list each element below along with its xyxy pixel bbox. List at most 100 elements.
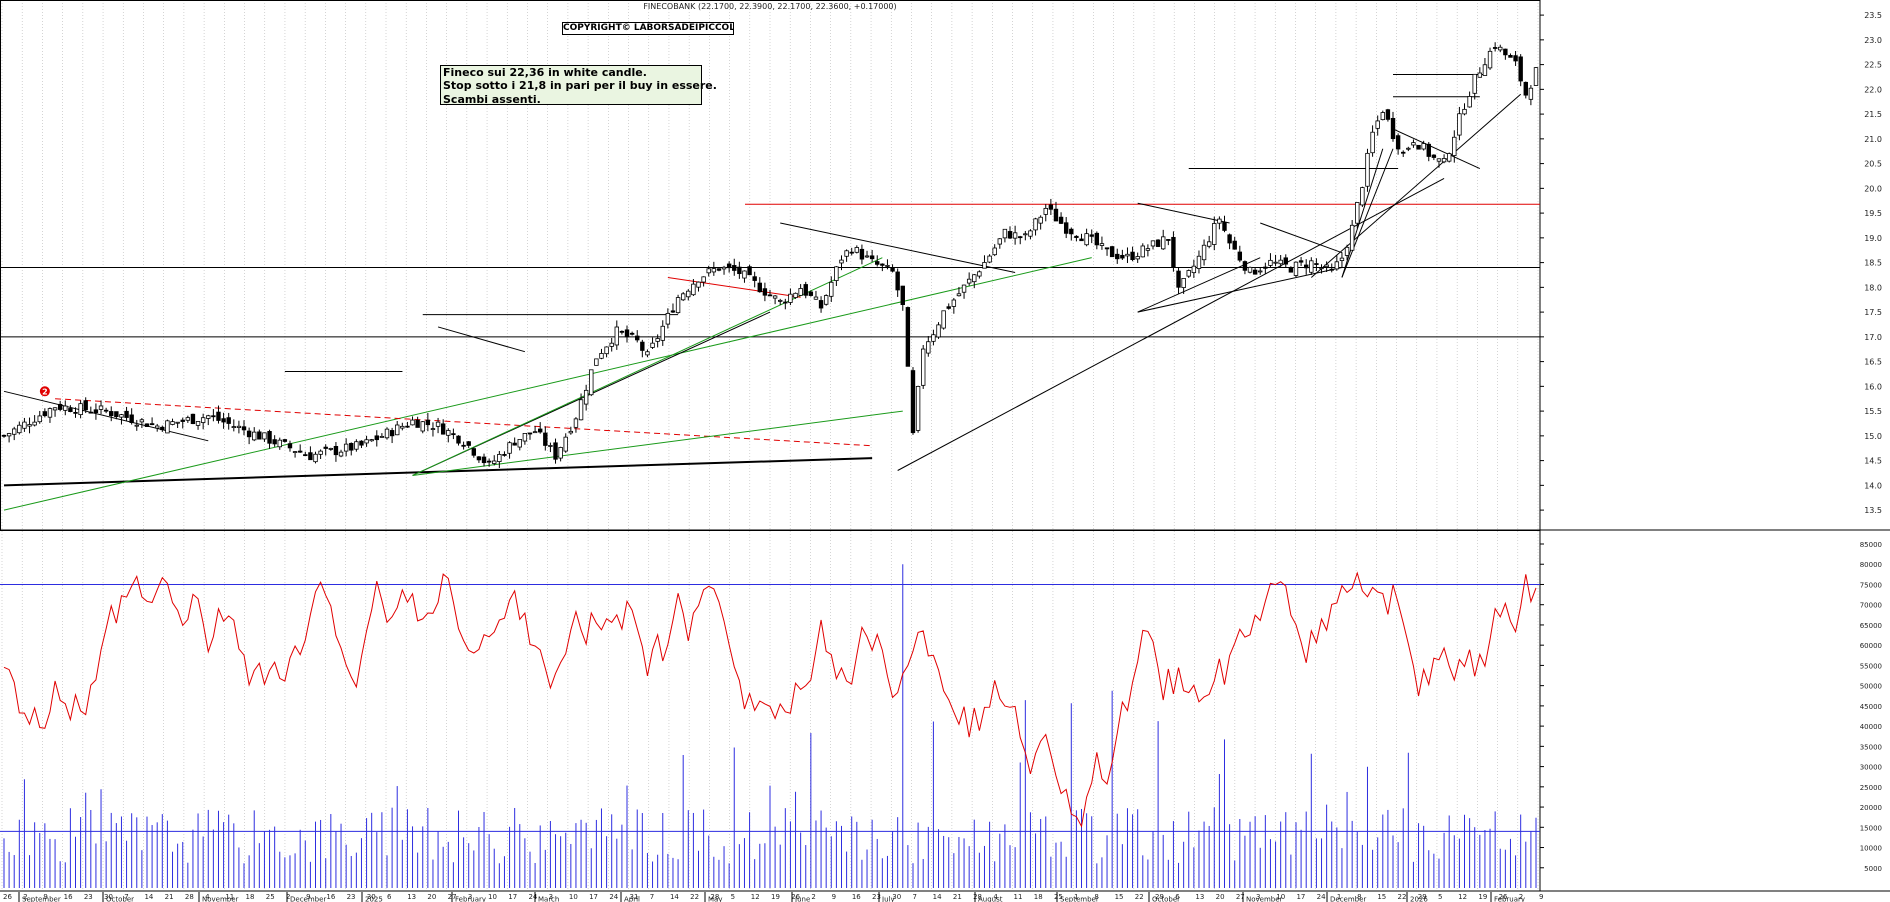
x-day-label: 4 — [205, 893, 210, 901]
candle-body — [1395, 135, 1401, 150]
trendline — [1137, 202, 1230, 224]
candle-body — [609, 342, 614, 347]
volume-tick-label: 20000 — [1860, 804, 1882, 812]
candle-body — [885, 264, 890, 267]
price-tick-label: 22.0 — [1864, 85, 1882, 94]
x-day-label: 10 — [1276, 893, 1285, 901]
candle-body — [604, 346, 609, 355]
x-month-label: April — [624, 896, 640, 902]
candle-body — [701, 276, 706, 283]
volume-tick-label: 35000 — [1860, 743, 1882, 751]
candle-body — [32, 421, 37, 426]
price-tick-label: 20.0 — [1864, 184, 1882, 193]
candle-body — [905, 307, 911, 367]
x-day-label: 18 — [1034, 893, 1043, 901]
candle-body — [997, 238, 1002, 245]
chart-title: FINECOBANK (22.1700, 22.3900, 22.1700, 2… — [643, 2, 897, 11]
candle-body — [486, 460, 492, 463]
x-day-label: 3 — [468, 893, 472, 901]
candle-body — [1191, 265, 1197, 274]
x-day-label: 17 — [589, 893, 598, 901]
x-month-label: October — [106, 896, 134, 902]
candle-body — [42, 411, 48, 417]
candle-body — [211, 415, 216, 418]
candle-body — [226, 417, 231, 424]
candle-body — [1135, 256, 1140, 260]
candle-body — [1370, 131, 1375, 154]
candle-body — [538, 428, 543, 433]
x-day-label: 30 — [367, 893, 376, 901]
x-day-label: 10 — [569, 893, 578, 901]
x-day-label: 20 — [1216, 893, 1225, 901]
volume-tick-label: 80000 — [1860, 561, 1882, 569]
candle-body — [144, 423, 150, 427]
candle-body — [338, 451, 344, 457]
x-day-label: 6 — [1175, 893, 1180, 901]
oscillator-series — [3, 571, 1537, 828]
volume-tick-label: 30000 — [1860, 764, 1882, 772]
candle-body — [1206, 241, 1212, 247]
candlesticks — [1, 42, 1539, 469]
candle-body — [1023, 233, 1028, 236]
volume-tick-label: 45000 — [1860, 703, 1882, 711]
candle-body — [1109, 246, 1115, 258]
candle-body — [190, 413, 196, 425]
candle-body — [854, 247, 860, 253]
candle-body — [430, 428, 436, 430]
candle-body — [1446, 153, 1452, 162]
x-month-label: 2026 — [1410, 896, 1428, 902]
candle-body — [1201, 244, 1207, 261]
x-day-label: 20 — [427, 893, 436, 901]
x-day-label: 29 — [1155, 893, 1164, 901]
candle-body — [216, 411, 221, 421]
candle-body — [206, 415, 211, 419]
candle-body — [890, 267, 895, 272]
candle-body — [425, 419, 431, 426]
candle-body — [660, 325, 665, 341]
x-month-label: October — [1152, 896, 1180, 902]
candle-body — [456, 435, 461, 444]
candle-body — [83, 400, 88, 411]
candle-body — [333, 445, 339, 456]
candle-body — [512, 442, 517, 446]
price-tick-label: 23.5 — [1864, 11, 1882, 20]
axes: 13.5 14.0 14.5 15.0 15.5 16.0 16.5 17.0 17.5 18.0… — [3, 11, 1882, 902]
candle-body — [1053, 208, 1059, 222]
candle-body — [1273, 261, 1278, 264]
candle-body — [246, 430, 252, 438]
x-day-label: 9 — [306, 893, 310, 901]
x-day-label: 9 — [832, 893, 836, 901]
candle-body — [757, 282, 762, 293]
price-tick-label: 19.0 — [1864, 234, 1882, 243]
x-day-label: 16 — [64, 893, 73, 901]
candle-body — [992, 247, 997, 256]
candle-body — [287, 443, 293, 449]
x-day-label: 3 — [1256, 893, 1260, 901]
candle-body — [165, 420, 170, 434]
x-day-label: 26 — [791, 893, 800, 901]
candle-body — [1334, 261, 1340, 270]
candle-body — [1227, 234, 1232, 244]
candle-body — [1079, 238, 1084, 242]
candle-body — [410, 419, 415, 426]
candle-body — [1268, 259, 1273, 266]
candle-body — [139, 419, 145, 423]
candle-body — [400, 425, 405, 429]
candle-body — [297, 450, 303, 453]
candle-body — [262, 432, 267, 440]
candle-body — [451, 433, 456, 436]
candle-body — [170, 421, 175, 425]
candle-body — [829, 281, 834, 297]
x-day-label: 27 — [1236, 893, 1245, 901]
candle-body — [1150, 240, 1156, 247]
price-tick-label: 21.0 — [1864, 135, 1882, 144]
candle-body — [875, 261, 880, 265]
candle-body — [813, 296, 819, 300]
x-day-label: 15 — [1115, 893, 1124, 901]
candle-body — [1416, 144, 1421, 150]
x-day-label: 2 — [1519, 893, 1523, 901]
candle-body — [481, 456, 487, 464]
x-month-label: May — [708, 896, 722, 902]
